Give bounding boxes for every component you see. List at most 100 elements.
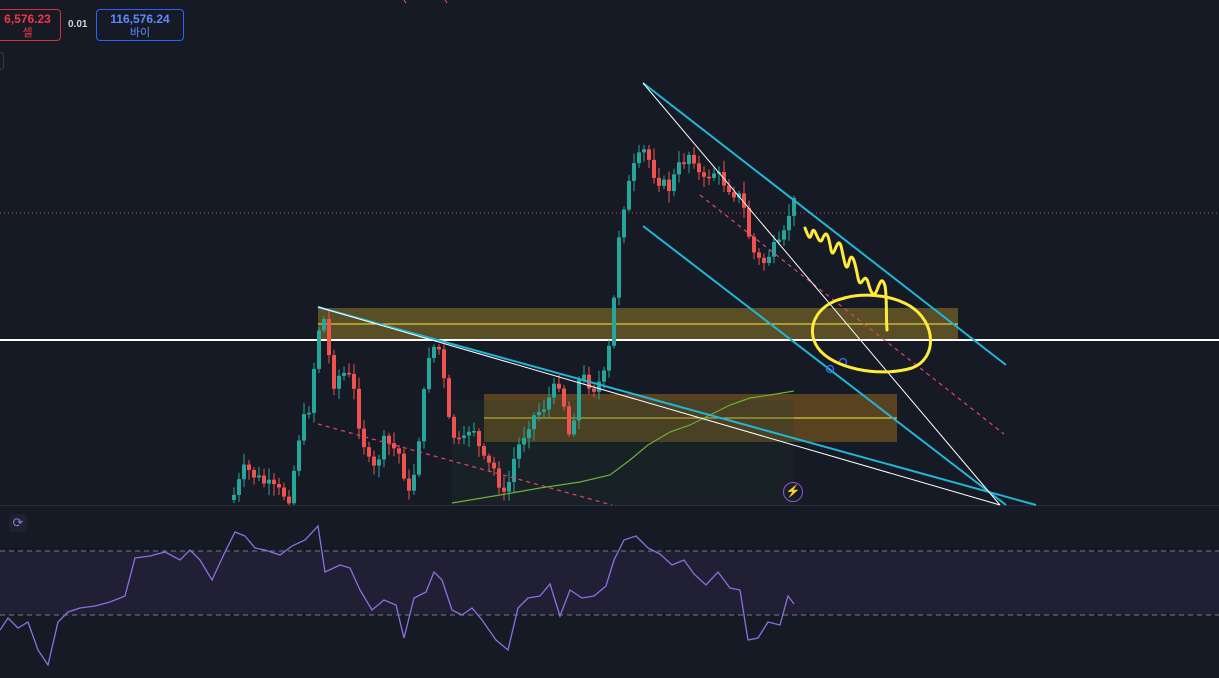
candle-body bbox=[712, 173, 716, 178]
candle-body bbox=[487, 455, 491, 463]
candle-body bbox=[402, 453, 406, 479]
candle-body bbox=[347, 372, 351, 375]
collapse-tab[interactable] bbox=[0, 52, 4, 70]
candle-body bbox=[352, 373, 356, 389]
candle-body bbox=[547, 397, 551, 410]
lower-dashed-trend bbox=[317, 423, 613, 506]
candle-body bbox=[357, 388, 361, 429]
candle-body bbox=[252, 469, 256, 478]
candle-body bbox=[512, 458, 516, 482]
candle-body bbox=[552, 383, 556, 398]
candle-body bbox=[382, 435, 386, 460]
candle-body bbox=[727, 185, 731, 193]
candle-body bbox=[537, 411, 541, 416]
candle-body bbox=[567, 406, 571, 435]
candle-body bbox=[312, 368, 316, 413]
candle-body bbox=[407, 478, 411, 491]
candle-body bbox=[577, 379, 581, 421]
handwritten-zigzag bbox=[803, 226, 889, 332]
lightning-icon[interactable]: ⚡ bbox=[783, 482, 803, 502]
candle-body bbox=[377, 459, 381, 466]
candle-body bbox=[757, 252, 761, 258]
candle-body bbox=[437, 346, 441, 350]
buy-button[interactable]: 116,576.24 바이 bbox=[96, 9, 184, 41]
candle-body bbox=[322, 319, 326, 331]
channel-upper-line bbox=[642, 82, 1007, 366]
white-trendline-a bbox=[317, 306, 1001, 506]
candle-body bbox=[477, 431, 481, 447]
moving-average-line bbox=[451, 390, 795, 504]
candle-body bbox=[492, 462, 496, 469]
candle-body bbox=[237, 479, 241, 495]
candle-body bbox=[612, 297, 616, 346]
candle-body bbox=[622, 209, 626, 238]
candle-body bbox=[432, 346, 436, 358]
candle-body bbox=[742, 193, 746, 208]
candle-body bbox=[747, 207, 751, 237]
candle-body bbox=[292, 470, 296, 504]
candle-body bbox=[682, 162, 686, 165]
candle-body bbox=[232, 494, 236, 500]
sell-button[interactable]: 6,576.23 셀 bbox=[0, 9, 61, 41]
candle-body bbox=[522, 438, 526, 445]
candle-body bbox=[417, 441, 421, 475]
candle-body bbox=[472, 431, 476, 433]
candle-body bbox=[702, 172, 706, 177]
candle-body bbox=[462, 435, 466, 439]
candle-body bbox=[317, 330, 321, 369]
candle-body bbox=[677, 162, 681, 175]
candle-body bbox=[737, 193, 741, 198]
candle-body bbox=[652, 159, 656, 178]
rsi-band bbox=[0, 551, 1219, 615]
candle-body bbox=[267, 479, 271, 484]
anchor-point-b bbox=[825, 364, 835, 374]
candle-body bbox=[772, 242, 776, 257]
candle-body bbox=[412, 474, 416, 491]
spread-value: 0.01 bbox=[68, 19, 88, 30]
buy-label: 바이 bbox=[129, 27, 151, 39]
candle-body bbox=[692, 154, 696, 164]
candle-body bbox=[582, 374, 586, 380]
candle-body bbox=[592, 388, 596, 392]
candle-body bbox=[607, 345, 611, 371]
candle-body bbox=[247, 464, 251, 470]
rsi-line bbox=[0, 524, 795, 667]
candle-body bbox=[372, 456, 376, 466]
candle-body bbox=[777, 239, 781, 243]
candle-body bbox=[697, 163, 701, 173]
candle-body bbox=[527, 429, 531, 439]
candle-body bbox=[397, 448, 401, 454]
candle-body bbox=[367, 447, 371, 457]
candle-body bbox=[782, 230, 786, 240]
handwritten-circle bbox=[811, 293, 932, 374]
candle-body bbox=[282, 487, 286, 497]
candle-body bbox=[327, 319, 331, 356]
candle-body bbox=[442, 349, 446, 379]
candle-body bbox=[307, 412, 311, 415]
candle-body bbox=[287, 496, 291, 504]
candle-body bbox=[517, 444, 521, 459]
candle-body bbox=[502, 487, 506, 492]
candle-body bbox=[542, 409, 546, 412]
candle-body bbox=[242, 464, 246, 480]
candle-body bbox=[362, 428, 366, 448]
cycle-icon[interactable]: ⟳ bbox=[9, 514, 27, 532]
candle-body bbox=[667, 179, 671, 192]
candle-body bbox=[557, 383, 561, 389]
candle-body bbox=[662, 179, 666, 186]
candle-body bbox=[672, 174, 676, 192]
candle-body bbox=[767, 256, 771, 263]
long-descending-line bbox=[317, 306, 1037, 506]
candle-body bbox=[422, 389, 426, 442]
candle-body bbox=[447, 378, 451, 417]
candle-body bbox=[602, 370, 606, 382]
candle-body bbox=[342, 372, 346, 376]
candle-body bbox=[332, 355, 336, 389]
candle-body bbox=[387, 435, 391, 444]
sell-label: 셀 bbox=[22, 27, 33, 39]
candle-body bbox=[637, 152, 641, 164]
candle-body bbox=[642, 149, 646, 153]
candle-body bbox=[707, 176, 711, 179]
